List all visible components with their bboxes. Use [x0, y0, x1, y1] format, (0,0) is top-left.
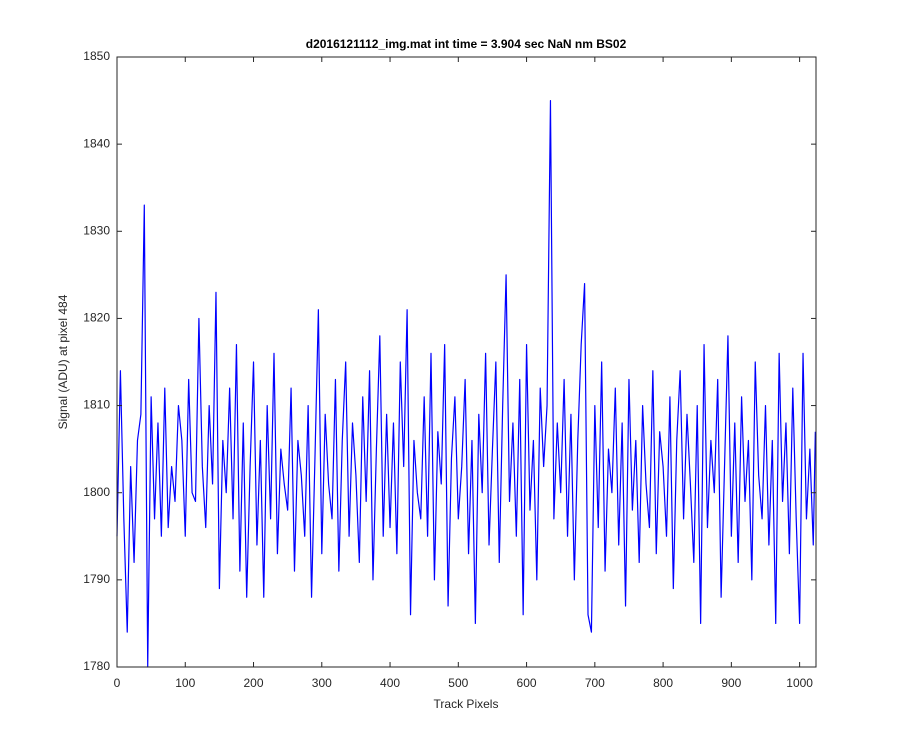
plot-area — [117, 57, 816, 667]
y-tick-label: 1820 — [83, 311, 110, 325]
x-tick-label: 0 — [114, 676, 121, 690]
y-tick-label: 1810 — [83, 398, 110, 412]
y-tick-label: 1840 — [83, 136, 110, 150]
chart-title: d2016121112_img.mat int time = 3.904 sec… — [306, 37, 627, 51]
x-tick-label: 1000 — [786, 676, 813, 690]
x-tick-label: 100 — [175, 676, 195, 690]
y-tick-label: 1790 — [83, 572, 110, 586]
x-tick-label: 300 — [312, 676, 332, 690]
x-tick-label: 200 — [244, 676, 264, 690]
axes-box — [116, 56, 817, 668]
y-tick-label: 1850 — [83, 49, 110, 63]
x-tick-label: 400 — [380, 676, 400, 690]
x-tick-label: 700 — [585, 676, 605, 690]
y-axis-label: Signal (ADU) at pixel 484 — [56, 294, 70, 429]
data-line — [116, 99, 816, 668]
x-tick-label: 900 — [721, 676, 741, 690]
y-tick-label: 1830 — [83, 223, 110, 237]
x-tick-label: 800 — [653, 676, 673, 690]
x-tick-label: 600 — [517, 676, 537, 690]
x-tick-label: 500 — [448, 676, 468, 690]
y-tick-label: 1780 — [83, 659, 110, 673]
x-axis-label: Track Pixels — [434, 697, 499, 711]
y-tick-label: 1800 — [83, 485, 110, 499]
